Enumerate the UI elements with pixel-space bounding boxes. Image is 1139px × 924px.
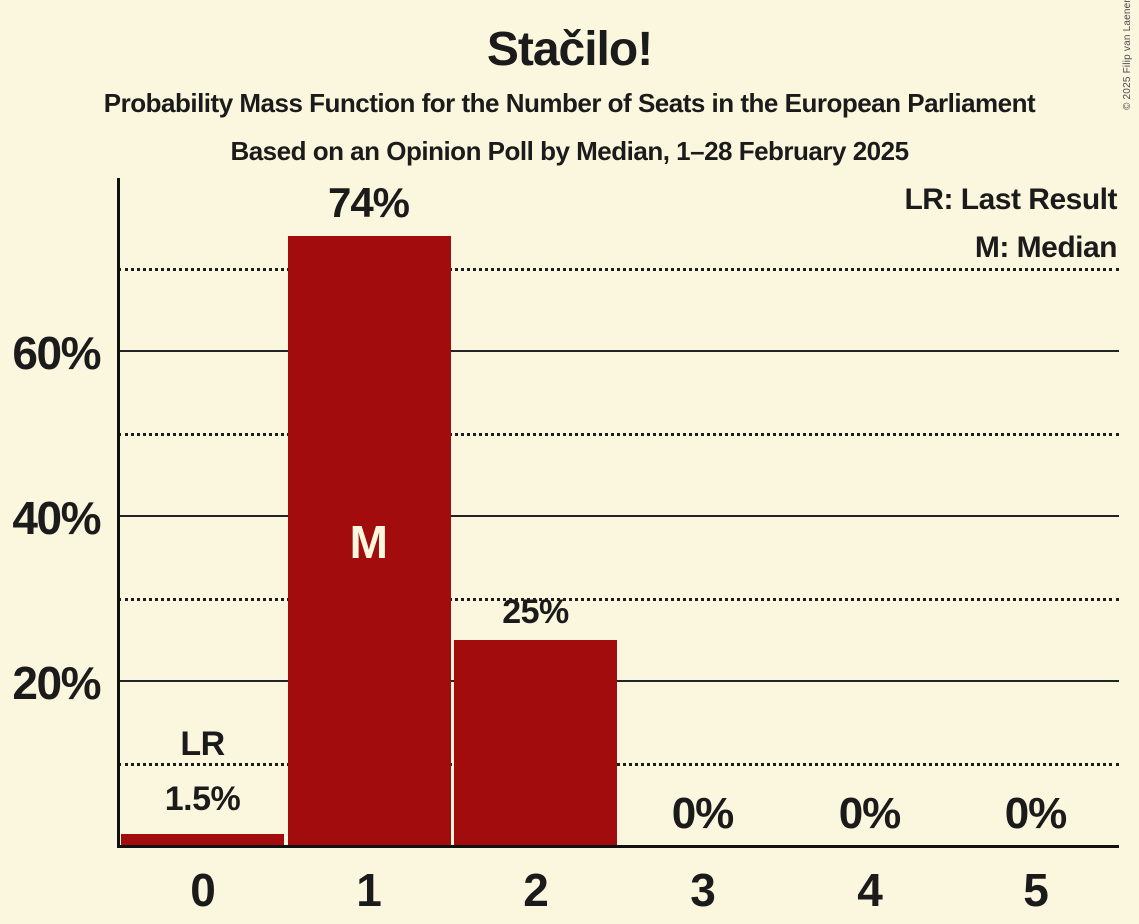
gridline-40 [118,515,1119,517]
gridline-30 [118,597,1119,601]
legend-last-result: LR: Last Result [904,183,1117,216]
bar-seats-1 [288,235,451,846]
x-tick-0: 0 [190,864,216,916]
legend-median: M: Median [974,231,1118,264]
value-label-1: 74% [327,179,410,226]
poll-info-subtitle: Based on an Opinion Poll by Median, 1–28… [230,136,909,166]
copyright-notice: © 2025 Filip van Laenen [1122,0,1133,110]
y-tick-40: 40% [12,492,101,544]
last-result-marker: LR [180,725,225,763]
gridline-10 [118,762,1119,766]
gridline-50 [118,432,1119,436]
x-axis-line [117,845,1119,848]
value-label-3: 0% [671,789,735,838]
value-label-5: 0% [1004,789,1068,838]
chart-title: Stačilo! [486,23,653,76]
x-tick-5: 5 [1023,864,1049,916]
gridline-70 [118,267,1119,271]
y-tick-20: 20% [12,657,101,709]
x-tick-2: 2 [523,864,549,916]
y-axis-line [117,178,120,848]
y-tick-60: 60% [12,327,101,379]
chart-subtitle: Probability Mass Function for the Number… [103,88,1036,118]
bar-seats-2 [454,639,617,846]
x-tick-1: 1 [356,864,382,916]
x-tick-3: 3 [690,864,716,916]
value-label-0: 1.5% [164,780,241,818]
x-tick-4: 4 [857,864,883,916]
median-marker: M [349,516,388,568]
value-label-4: 0% [838,789,902,838]
gridline-20 [118,680,1119,682]
value-label-2: 25% [502,593,569,631]
gridline-60 [118,350,1119,352]
bar-seats-0 [121,833,284,846]
